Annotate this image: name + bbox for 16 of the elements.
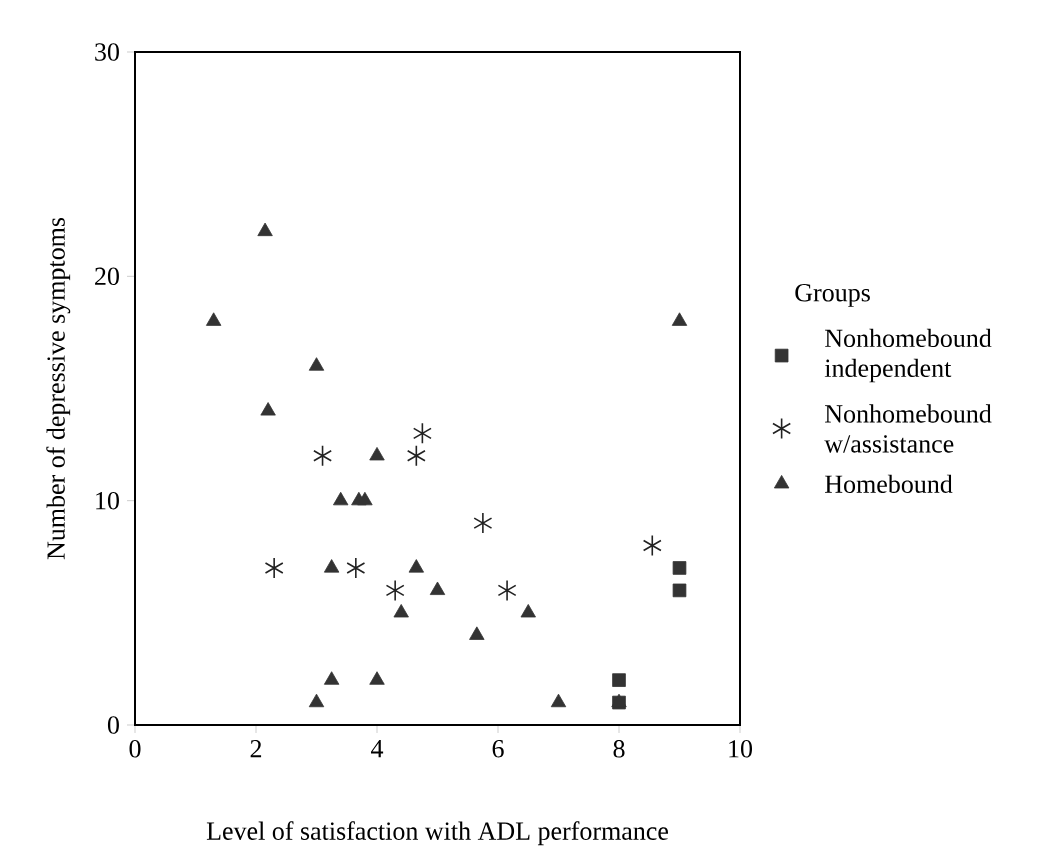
y-tick-label: 10	[96, 491, 119, 510]
legend-label: Nonhomebound w/assistance	[824, 404, 992, 453]
y-axis-title: Number of depressive symptoms	[46, 217, 71, 560]
y-tick-label: 30	[95, 43, 119, 61]
x-tick-label: 8	[613, 740, 625, 758]
legend-title: Groups	[795, 284, 870, 307]
legend-label: Nonhomebound independent	[824, 328, 992, 383]
x-tick-label: 4	[371, 740, 384, 758]
y-tick-label: 20	[95, 267, 119, 286]
x-axis-title: Level of satisfaction with ADL performance	[206, 821, 668, 846]
x-tick-label: 10	[729, 740, 753, 758]
x-tick-label: 2	[250, 740, 262, 758]
x-tick-label: 6	[492, 740, 504, 758]
x-tick-label: 0	[129, 740, 141, 758]
y-tick-label: 0	[107, 716, 119, 734]
legend-label: Homebound	[825, 474, 953, 493]
